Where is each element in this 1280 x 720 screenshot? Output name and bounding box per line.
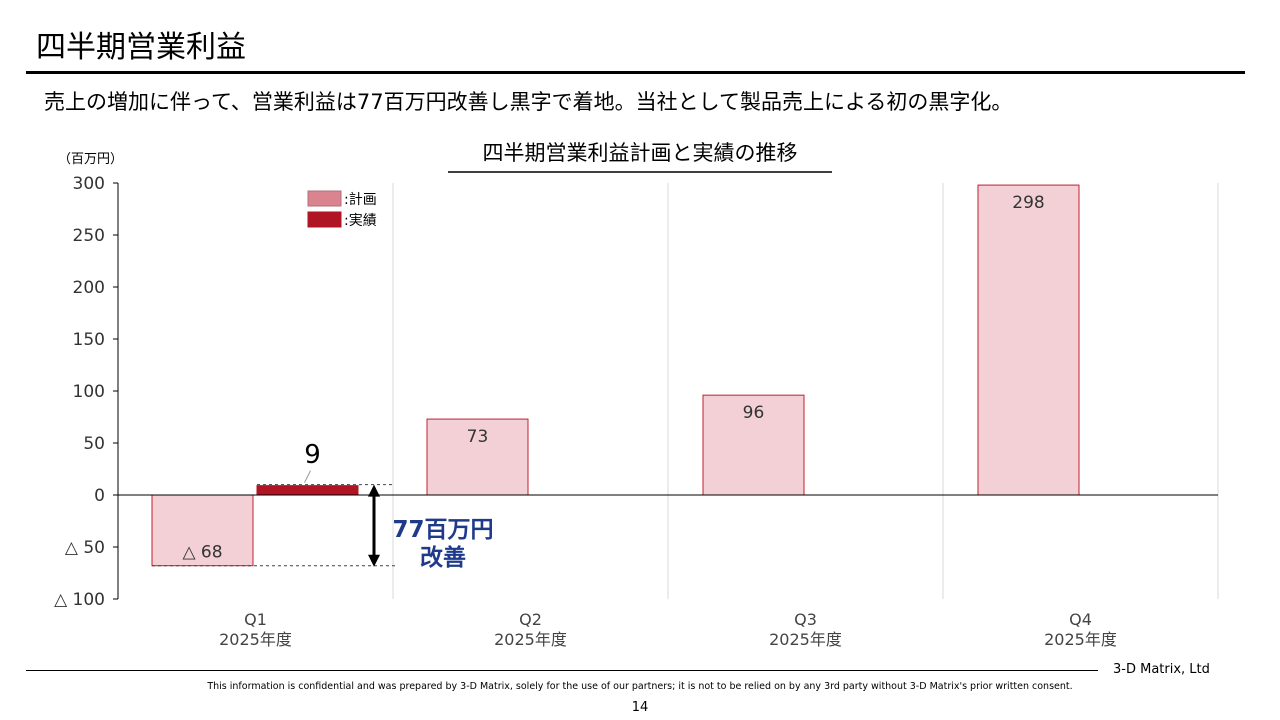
legend-label-actual: :実績	[344, 213, 377, 229]
footer-disclaimer: This information is confidential and was…	[207, 681, 1073, 692]
improvement-arrow-head-up	[368, 484, 380, 497]
x-tick-label-year: 2025年度	[769, 630, 842, 649]
x-tick-label: Q1	[244, 610, 267, 629]
x-tick-label: Q4	[1069, 610, 1092, 629]
y-tick-label: 250	[73, 226, 105, 246]
y-tick-label: 100	[73, 382, 105, 402]
y-tick-label: 150	[73, 330, 105, 350]
x-tick-label: Q3	[794, 610, 817, 629]
bar-label-plan: △ 68	[182, 543, 222, 563]
footer-company: 3-D Matrix, Ltd	[1113, 662, 1210, 677]
legend-swatch-actual	[307, 211, 342, 228]
legend-swatch-plan	[307, 190, 342, 207]
y-tick-label: 200	[73, 278, 105, 298]
x-tick-label-year: 2025年度	[219, 630, 292, 649]
title-rule	[26, 71, 1245, 74]
y-tick-label: 0	[94, 486, 105, 506]
x-tick-label-year: 2025年度	[494, 630, 567, 649]
bar-plan	[151, 494, 254, 567]
unit-label: （百万円）	[58, 152, 123, 167]
improvement-label: 77百万円	[392, 517, 493, 543]
bar-plan	[426, 418, 529, 496]
bar-label-plan: 96	[743, 403, 765, 423]
x-tick-label-year: 2025年度	[1044, 630, 1117, 649]
bar-actual	[256, 485, 359, 496]
y-tick-label: 300	[73, 174, 105, 194]
improvement-label-2: 改善	[420, 544, 466, 571]
bar-plan	[977, 184, 1080, 496]
y-tick-label: △ 50	[65, 538, 105, 558]
bar-label-leader	[304, 470, 311, 483]
improvement-arrow-head-down	[368, 554, 380, 567]
x-tick-label: Q2	[519, 610, 542, 629]
bar-label-plan: 298	[1012, 193, 1044, 213]
bar-label-actual: 9	[304, 440, 321, 470]
chart-title: 四半期営業利益計画と実績の推移	[483, 141, 798, 165]
operating-profit-chart: 四半期営業利益計画と実績の推移 （百万円） 300 250 200 150 100 50 0…	[54, 141, 1219, 649]
footer-rule	[26, 670, 1098, 671]
y-tick-label: △ 100	[54, 590, 105, 610]
bar-plan	[702, 394, 805, 496]
headline-text: 売上の増加に伴って、営業利益は77百万円改善し黒字で着地。当社として製品売上によ…	[44, 90, 1013, 114]
page-number: 14	[631, 700, 649, 715]
y-tick-label: 50	[83, 434, 105, 454]
bar-label-plan: 73	[467, 427, 489, 447]
legend-label-plan: :計画	[344, 192, 377, 208]
page-title: 四半期営業利益	[36, 30, 246, 65]
